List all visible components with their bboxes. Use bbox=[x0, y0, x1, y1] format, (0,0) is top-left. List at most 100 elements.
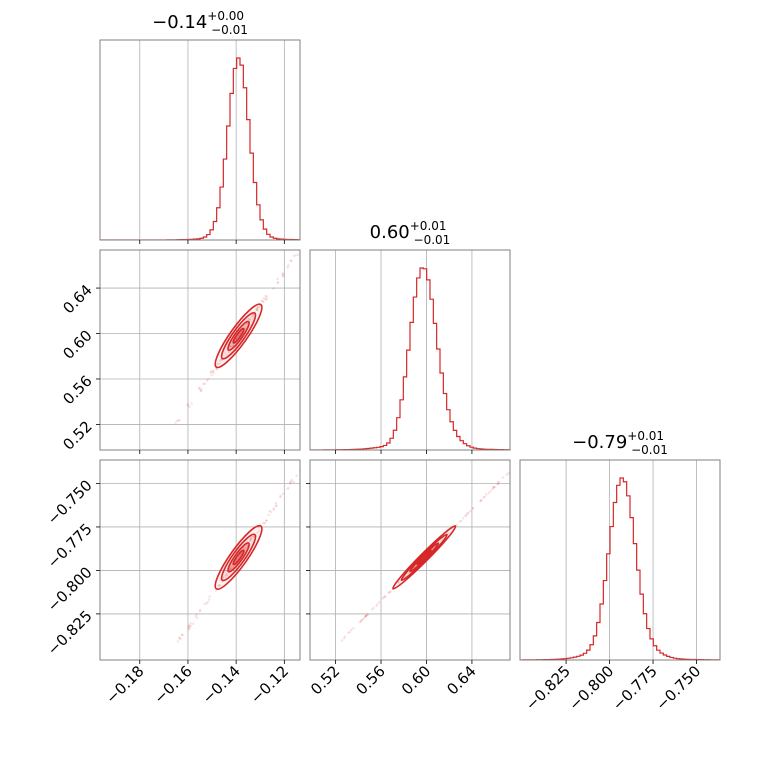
sample-point bbox=[202, 382, 205, 385]
sample-point bbox=[467, 511, 470, 515]
sample-point bbox=[286, 266, 289, 269]
sample-point bbox=[220, 359, 224, 362]
sample-point bbox=[227, 350, 230, 353]
sample-point bbox=[225, 573, 229, 576]
sample-point bbox=[195, 616, 199, 620]
sample-point bbox=[239, 553, 242, 556]
sample-point bbox=[466, 512, 469, 515]
sample-point bbox=[387, 591, 390, 594]
param-median: −0.14 bbox=[152, 12, 207, 33]
sample-point bbox=[207, 377, 210, 381]
panel-title-0: −0.14+0.00 −0.01 bbox=[152, 9, 248, 37]
sample-point bbox=[258, 529, 261, 533]
sample-point bbox=[459, 519, 463, 523]
sample-point bbox=[212, 372, 215, 375]
sample-point bbox=[211, 370, 215, 373]
sample-point bbox=[216, 362, 220, 365]
sample-point bbox=[288, 481, 292, 484]
sample-point bbox=[195, 613, 198, 616]
sample-point bbox=[199, 389, 203, 393]
sample-point bbox=[497, 480, 500, 484]
sample-point bbox=[289, 259, 292, 262]
sample-point bbox=[290, 478, 293, 482]
x-tick-label: −0.825 bbox=[522, 662, 574, 714]
y-tick-label: 0.64 bbox=[59, 281, 95, 317]
sample-point bbox=[360, 619, 363, 622]
sample-point bbox=[249, 539, 252, 542]
sample-point bbox=[279, 495, 282, 499]
density-contour-1 bbox=[400, 533, 448, 582]
y-tick-label: −0.750 bbox=[44, 476, 96, 528]
sample-point bbox=[198, 386, 201, 390]
sample-point bbox=[363, 615, 367, 618]
sample-point bbox=[469, 510, 472, 513]
sample-point bbox=[210, 374, 213, 377]
sample-point bbox=[295, 474, 298, 477]
sample-point bbox=[389, 590, 392, 593]
sample-point bbox=[272, 287, 275, 290]
sample-point bbox=[252, 535, 256, 538]
sample-point bbox=[207, 598, 211, 601]
sample-point bbox=[205, 602, 208, 605]
sample-point bbox=[186, 403, 189, 406]
sample-point bbox=[210, 370, 213, 373]
sample-point bbox=[482, 496, 485, 499]
sample-point bbox=[372, 606, 375, 610]
param-plus: +0.01 bbox=[410, 219, 447, 233]
x-tick-label: −0.16 bbox=[151, 662, 196, 707]
sample-point bbox=[228, 568, 231, 571]
x-tick-label: −0.14 bbox=[199, 662, 244, 707]
sample-point bbox=[382, 596, 385, 599]
sample-point bbox=[471, 507, 474, 510]
sample-point bbox=[286, 487, 289, 491]
sample-point bbox=[244, 547, 247, 550]
y-tick-label: −0.800 bbox=[44, 563, 96, 615]
panel-content bbox=[310, 267, 510, 450]
sample-point bbox=[501, 476, 505, 479]
sample-point bbox=[507, 472, 510, 475]
sample-point bbox=[292, 254, 296, 258]
panel-frame bbox=[309, 459, 511, 661]
sample-point bbox=[203, 382, 206, 386]
sample-point bbox=[249, 537, 252, 540]
sample-point bbox=[189, 622, 192, 625]
sample-point bbox=[242, 546, 245, 550]
sample-point bbox=[464, 514, 467, 518]
sample-point bbox=[287, 486, 290, 489]
sample-point bbox=[200, 388, 203, 391]
histogram-0 bbox=[100, 57, 300, 240]
sample-point bbox=[281, 492, 285, 496]
sample-point bbox=[471, 507, 475, 510]
sample-point bbox=[365, 614, 368, 617]
y-tick-label: 0.52 bbox=[59, 417, 95, 453]
density-contour-0 bbox=[392, 525, 457, 590]
sample-point bbox=[235, 336, 239, 340]
sample-point bbox=[480, 498, 483, 501]
sample-point bbox=[397, 581, 401, 584]
x-tick-label: −0.800 bbox=[565, 662, 617, 714]
sample-point bbox=[179, 638, 182, 641]
y-tick-label: −0.825 bbox=[44, 607, 96, 659]
sample-point bbox=[180, 633, 184, 636]
density-contour-1 bbox=[220, 311, 257, 360]
y-tick-label: 0.60 bbox=[59, 326, 95, 362]
sample-point bbox=[188, 405, 191, 409]
sample-point bbox=[281, 272, 284, 276]
panel-frame bbox=[99, 249, 301, 451]
sample-point bbox=[181, 633, 184, 637]
sample-point bbox=[268, 509, 271, 513]
x-tick-label: −0.750 bbox=[652, 662, 704, 714]
param-plus: +0.00 bbox=[207, 9, 244, 23]
sample-point bbox=[178, 636, 182, 639]
x-tick-label: 0.60 bbox=[398, 662, 434, 698]
sample-point bbox=[513, 467, 515, 469]
sample-point bbox=[263, 521, 266, 525]
sample-point bbox=[289, 482, 292, 485]
sample-point bbox=[381, 597, 384, 600]
sample-point bbox=[376, 602, 379, 606]
sample-point bbox=[214, 589, 218, 592]
sample-point bbox=[447, 531, 450, 534]
density-contour-3 bbox=[232, 549, 245, 566]
sample-point bbox=[276, 282, 280, 285]
sample-point bbox=[187, 625, 191, 628]
